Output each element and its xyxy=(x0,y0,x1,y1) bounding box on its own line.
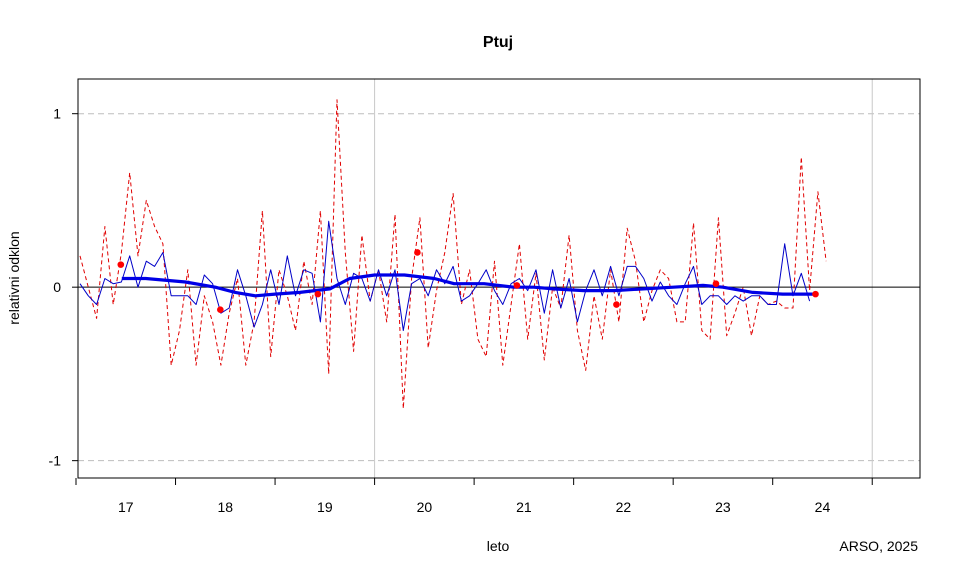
annual-point xyxy=(414,249,421,256)
plot-frame xyxy=(77,78,921,479)
x-tick-label: 23 xyxy=(715,499,731,515)
annual-moving-line xyxy=(121,273,813,298)
three-month-line xyxy=(79,220,811,331)
annual-point xyxy=(712,280,720,288)
y-axis: -1 0 1 xyxy=(49,106,78,469)
y-tick-label: 0 xyxy=(53,279,61,295)
chart-title: Ptuj xyxy=(483,34,513,51)
monthly-line xyxy=(79,99,827,410)
x-tick-label: 17 xyxy=(118,499,134,515)
x-tick-label: 24 xyxy=(815,499,831,515)
annual-point xyxy=(314,290,322,298)
x-tick-label: 20 xyxy=(417,499,433,515)
y-tick-label: 1 xyxy=(53,106,61,122)
annual-point xyxy=(812,290,819,298)
annual-point xyxy=(117,261,125,268)
x-axis: 17 18 19 20 21 22 23 24 xyxy=(75,478,873,515)
annual-point xyxy=(513,282,521,289)
y-axis-label: relativni odklon xyxy=(6,231,22,324)
x-tick-label: 22 xyxy=(616,499,632,515)
x-axis-label: leto xyxy=(487,538,510,554)
grid-layer xyxy=(78,79,920,478)
x-tick-label: 18 xyxy=(218,499,234,515)
x-tick-label: 19 xyxy=(317,499,333,515)
y-tick-label: -1 xyxy=(49,453,62,469)
credit-label: ARSO, 2025 xyxy=(839,538,918,554)
annual-point xyxy=(613,301,620,308)
annual-point xyxy=(217,306,224,314)
x-tick-label: 21 xyxy=(516,499,532,515)
series-layer xyxy=(79,99,827,410)
